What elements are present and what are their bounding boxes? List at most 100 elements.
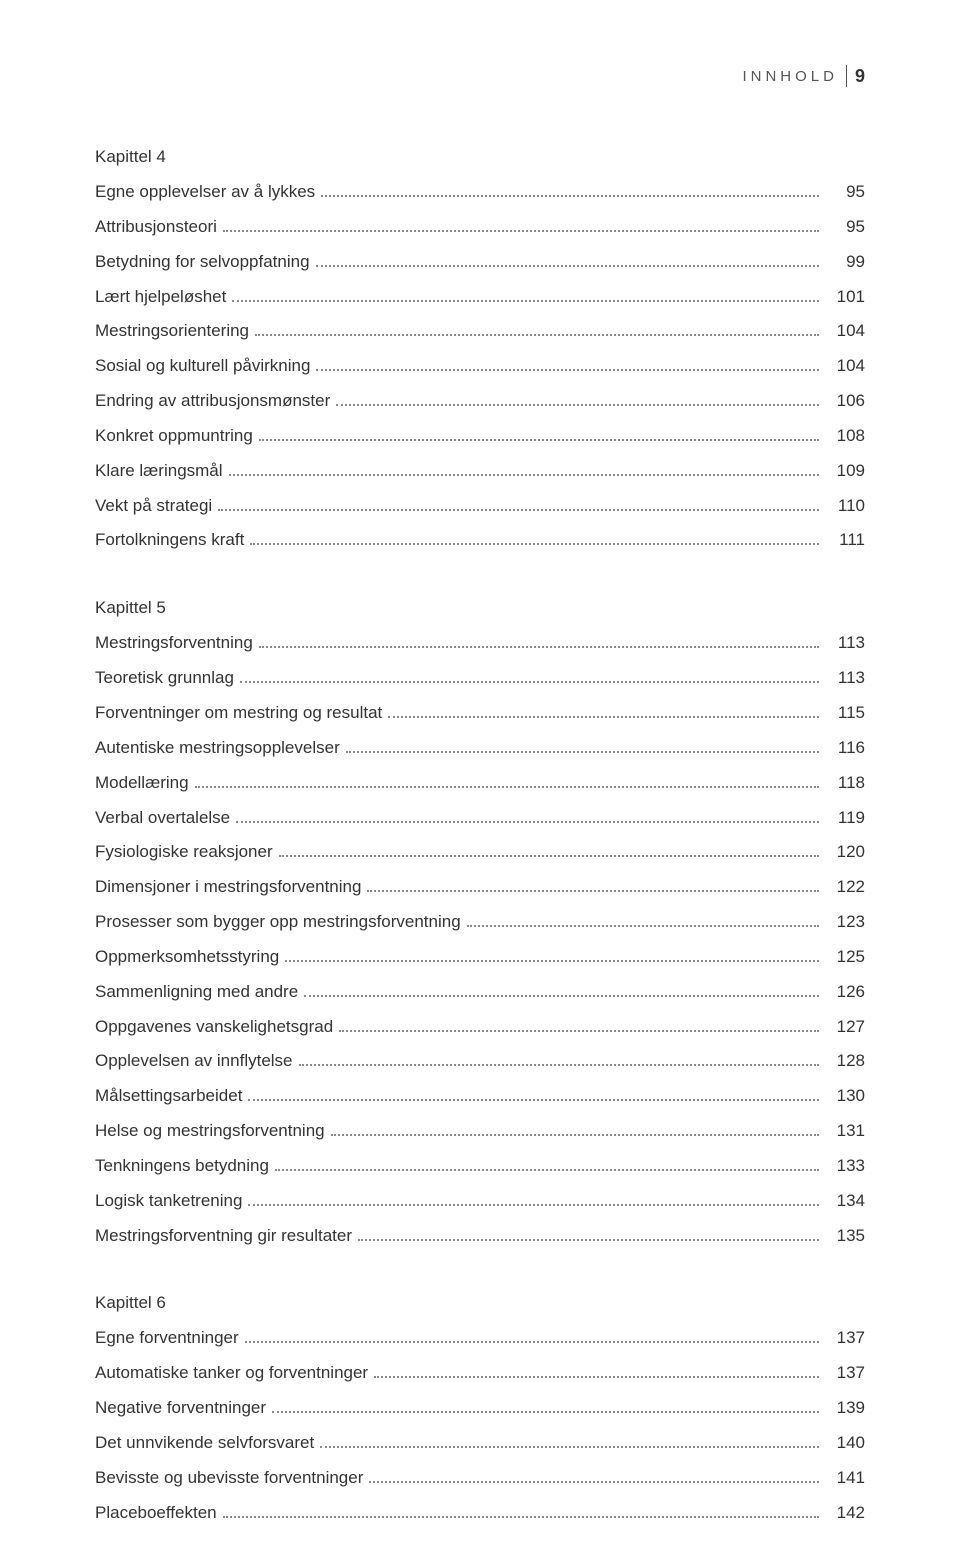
toc-leader-dots bbox=[374, 1365, 819, 1379]
toc-leader-dots bbox=[229, 462, 819, 476]
chapter-label: Kapittel 4 bbox=[95, 147, 865, 167]
toc-leader-dots bbox=[336, 392, 819, 406]
toc-title: Mestringsforventning gir resultater bbox=[95, 1219, 352, 1254]
toc-title: Negative forventninger bbox=[95, 1391, 266, 1426]
toc-entry: Sammenligning med andre126 bbox=[95, 975, 865, 1010]
toc-entry: Mestringsforventning113 bbox=[95, 626, 865, 661]
toc-page-number: 122 bbox=[825, 870, 865, 905]
toc-leader-dots bbox=[195, 774, 819, 788]
toc-leader-dots bbox=[259, 635, 819, 649]
toc-title: Logisk tanketrening bbox=[95, 1184, 242, 1219]
toc-leader-dots bbox=[275, 1157, 819, 1171]
toc-page-number: 101 bbox=[825, 280, 865, 315]
chapter-block: Kapittel 6 Egne forventninger 137Automatis… bbox=[95, 1293, 865, 1530]
toc-leader-dots bbox=[299, 1053, 819, 1067]
toc-entry: Logisk tanketrening134 bbox=[95, 1184, 865, 1219]
toc-page-number: 137 bbox=[825, 1321, 865, 1356]
toc-entry: Bevisste og ubevisste forventninger141 bbox=[95, 1461, 865, 1496]
toc-page-number: 110 bbox=[825, 489, 865, 524]
toc-title: Bevisste og ubevisste forventninger bbox=[95, 1461, 363, 1496]
toc-leader-dots bbox=[259, 427, 819, 441]
toc-page-number: 104 bbox=[825, 314, 865, 349]
toc-title: Teoretisk grunnlag bbox=[95, 661, 234, 696]
toc-leader-dots bbox=[388, 704, 819, 718]
toc-leader-dots bbox=[255, 323, 819, 337]
toc-leader-dots bbox=[240, 670, 819, 684]
toc-page-number: 116 bbox=[825, 731, 865, 766]
toc-entry: Målsettingsarbeidet130 bbox=[95, 1079, 865, 1114]
toc-page-number: 113 bbox=[825, 661, 865, 696]
toc-title: Oppgavenes vanskelighetsgrad bbox=[95, 1010, 333, 1045]
toc-title: Endring av attribusjonsmønster bbox=[95, 384, 330, 419]
toc-leader-dots bbox=[250, 532, 819, 546]
toc-entry: Mestringsforventning gir resultater 135 bbox=[95, 1219, 865, 1254]
toc-title: Egne forventninger bbox=[95, 1321, 239, 1356]
toc-title: Sammenligning med andre bbox=[95, 975, 298, 1010]
toc-leader-dots bbox=[316, 253, 819, 267]
toc-page-number: 95 bbox=[825, 210, 865, 245]
toc-leader-dots bbox=[369, 1469, 819, 1483]
toc-page-number: 139 bbox=[825, 1391, 865, 1426]
toc-page-number: 113 bbox=[825, 626, 865, 661]
toc-entry: Oppgavenes vanskelighetsgrad 127 bbox=[95, 1010, 865, 1045]
toc-entry: Placeboeffekten 142 bbox=[95, 1496, 865, 1531]
toc-entry: Negative forventninger 139 bbox=[95, 1391, 865, 1426]
chapter-label: Kapittel 6 bbox=[95, 1293, 865, 1313]
toc-page-number: 109 bbox=[825, 454, 865, 489]
toc-leader-dots bbox=[223, 1504, 819, 1518]
toc-page-number: 123 bbox=[825, 905, 865, 940]
toc-title: Attribusjonsteori bbox=[95, 210, 217, 245]
toc-title: Klare læringsmål bbox=[95, 454, 223, 489]
toc-page-number: 130 bbox=[825, 1079, 865, 1114]
toc-title: Tenkningens betydning bbox=[95, 1149, 269, 1184]
toc-page-number: 120 bbox=[825, 835, 865, 870]
toc-entry: Fysiologiske reaksjoner120 bbox=[95, 835, 865, 870]
header-divider bbox=[846, 65, 847, 87]
toc-page-number: 133 bbox=[825, 1149, 865, 1184]
toc-page-number: 111 bbox=[825, 523, 865, 558]
toc-entry: Forventninger om mestring og resultat115 bbox=[95, 696, 865, 731]
toc-title: Mestringsorientering bbox=[95, 314, 249, 349]
toc-page-number: 131 bbox=[825, 1114, 865, 1149]
toc-leader-dots bbox=[320, 1434, 819, 1448]
toc-page-number: 127 bbox=[825, 1010, 865, 1045]
toc-title: Fortolkningens kraft bbox=[95, 523, 244, 558]
toc-entry: Konkret oppmuntring108 bbox=[95, 419, 865, 454]
toc-page-number: 140 bbox=[825, 1426, 865, 1461]
toc-leader-dots bbox=[346, 739, 819, 753]
toc-page-number: 99 bbox=[825, 245, 865, 280]
toc-page-number: 128 bbox=[825, 1044, 865, 1079]
toc-entry: Modellæring118 bbox=[95, 766, 865, 801]
toc-entry: Oppmerksomhetsstyring125 bbox=[95, 940, 865, 975]
toc-leader-dots bbox=[321, 183, 819, 197]
toc-title: Verbal overtalelse bbox=[95, 801, 230, 836]
toc-leader-dots bbox=[248, 1192, 819, 1206]
toc-entry: Betydning for selvoppfatning 99 bbox=[95, 245, 865, 280]
toc-entry: Fortolkningens kraft 111 bbox=[95, 523, 865, 558]
toc-entry: Sosial og kulturell påvirkning104 bbox=[95, 349, 865, 384]
toc-page-number: 115 bbox=[825, 696, 865, 731]
toc-page-number: 135 bbox=[825, 1219, 865, 1254]
toc-entry: Automatiske tanker og forventninger137 bbox=[95, 1356, 865, 1391]
toc-title: Opplevelsen av innflytelse bbox=[95, 1044, 293, 1079]
toc-title: Placeboeffekten bbox=[95, 1496, 217, 1531]
toc-entry: Helse og mestringsforventning131 bbox=[95, 1114, 865, 1149]
toc-leader-dots bbox=[232, 288, 819, 302]
toc-leader-dots bbox=[467, 913, 819, 927]
toc-title: Modellæring bbox=[95, 766, 189, 801]
toc-page-number: 119 bbox=[825, 801, 865, 836]
toc-entry: Endring av attribusjonsmønster106 bbox=[95, 384, 865, 419]
toc-leader-dots bbox=[279, 844, 819, 858]
toc-title: Det unnvikende selvforsvaret bbox=[95, 1426, 314, 1461]
toc-leader-dots bbox=[331, 1123, 819, 1137]
toc-entry: Vekt på strategi110 bbox=[95, 489, 865, 524]
header-page-number: 9 bbox=[855, 66, 865, 87]
toc-leader-dots bbox=[304, 983, 819, 997]
toc-title: Betydning for selvoppfatning bbox=[95, 245, 310, 280]
chapter-block: Kapittel 4 Egne opplevelser av å lykkes 95… bbox=[95, 147, 865, 558]
toc-title: Egne opplevelser av å lykkes bbox=[95, 175, 315, 210]
toc-page-number: 104 bbox=[825, 349, 865, 384]
toc-entry: Opplevelsen av innflytelse 128 bbox=[95, 1044, 865, 1079]
toc-leader-dots bbox=[339, 1018, 819, 1032]
toc-page-number: 142 bbox=[825, 1496, 865, 1531]
